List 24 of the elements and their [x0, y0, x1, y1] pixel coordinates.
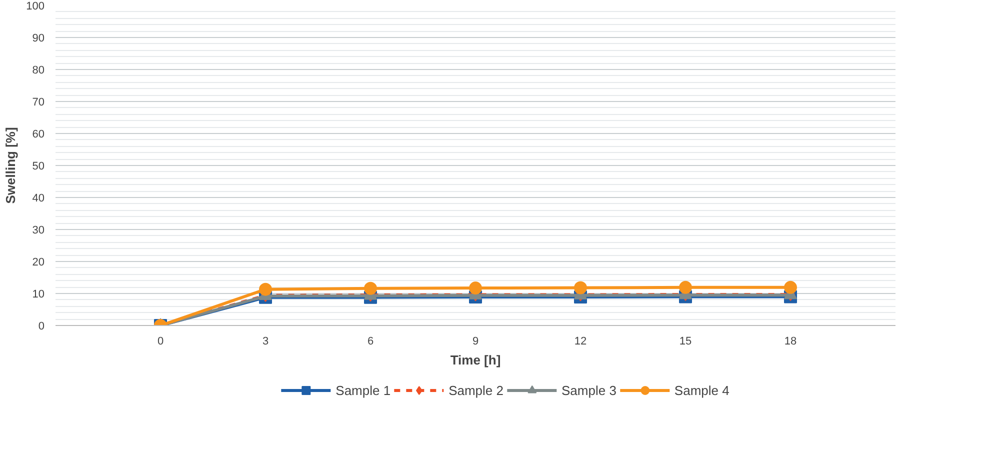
y-tick-label: 0	[38, 320, 45, 332]
x-tick-label: 0	[157, 336, 164, 348]
x-tick-label: 6	[367, 336, 374, 348]
x-tick-label: 9	[472, 336, 479, 348]
legend-label: Sample 1	[336, 382, 391, 398]
legend-label: Sample 3	[562, 382, 616, 398]
legend-label: Sample 2	[448, 382, 504, 398]
y-tick-label: 50	[32, 160, 45, 172]
y-tick-label: 70	[32, 96, 45, 108]
x-tick-label: 3	[262, 336, 269, 348]
y-tick-label: 90	[32, 32, 45, 44]
y-tick-label: 60	[32, 128, 45, 140]
x-tick-label: 18	[784, 336, 797, 348]
y-tick-label: 20	[32, 256, 45, 268]
y-tick-label: 30	[32, 224, 45, 236]
y-tick-label: 100	[26, 0, 45, 12]
x-axis-title: Time [h]	[450, 352, 501, 368]
x-tick-label: 12	[574, 336, 587, 348]
y-axis-title: Swelling [%]	[3, 127, 18, 204]
y-tick-label: 40	[32, 192, 45, 204]
x-tick-label: 15	[679, 336, 692, 348]
y-tick-label: 80	[32, 64, 45, 76]
y-tick-label: 10	[32, 288, 45, 300]
legend-label: Sample 4	[674, 382, 730, 398]
